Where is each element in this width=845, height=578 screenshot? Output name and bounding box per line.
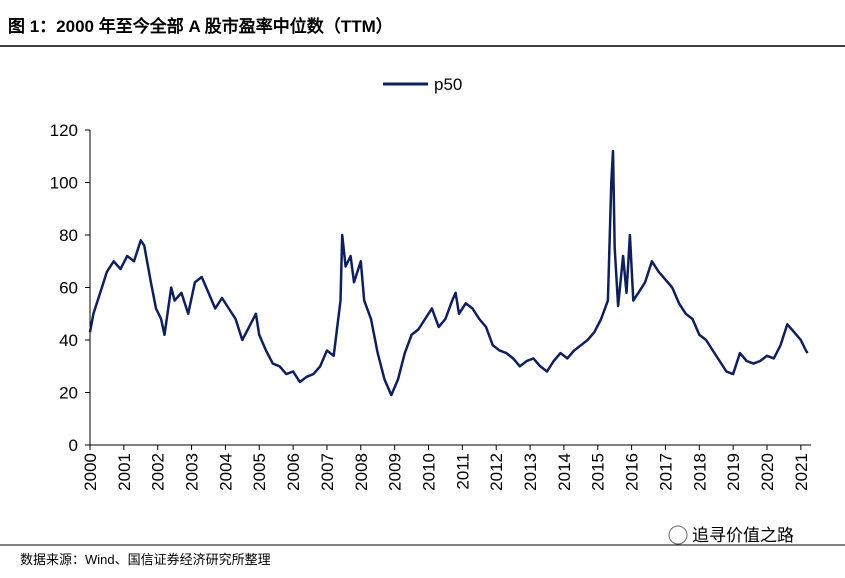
source: 数据来源：Wind、国信证券经济研究所整理 bbox=[20, 552, 271, 567]
watermark-icon bbox=[668, 525, 688, 545]
x-tick-label: 2020 bbox=[758, 453, 777, 491]
x-tick-label: 2003 bbox=[183, 453, 202, 491]
y-tick-label: 40 bbox=[59, 331, 78, 350]
watermark: 追寻价值之路 bbox=[692, 526, 794, 545]
y-tick-label: 80 bbox=[59, 226, 78, 245]
x-tick-label: 2001 bbox=[115, 453, 134, 491]
y-tick-label: 60 bbox=[59, 279, 78, 298]
x-tick-label: 2004 bbox=[216, 453, 235, 491]
x-tick-label: 2006 bbox=[284, 453, 303, 491]
x-tick-label: 2005 bbox=[250, 453, 269, 491]
x-tick-label: 2014 bbox=[555, 453, 574, 491]
y-tick-label: 20 bbox=[59, 384, 78, 403]
x-tick-label: 2015 bbox=[589, 453, 608, 491]
x-tick-label: 2016 bbox=[623, 453, 642, 491]
x-tick-label: 2013 bbox=[521, 453, 540, 491]
x-tick-label: 2018 bbox=[690, 453, 709, 491]
y-tick-label: 120 bbox=[50, 121, 78, 140]
x-tick-label: 2002 bbox=[149, 453, 168, 491]
x-tick-label: 2011 bbox=[453, 453, 472, 490]
data-line bbox=[88, 149, 809, 397]
chart-title: 图 1：2000 年至今全部 A 股市盈率中位数（TTM） bbox=[8, 16, 393, 36]
x-tick-label: 2000 bbox=[81, 453, 100, 491]
y-tick-label: 0 bbox=[69, 436, 78, 455]
x-tick-label: 2007 bbox=[318, 453, 337, 491]
x-tick-label: 2021 bbox=[792, 453, 811, 491]
x-tick-label: 2019 bbox=[724, 453, 743, 491]
legend-label: p50 bbox=[434, 75, 462, 94]
x-tick-label: 2009 bbox=[386, 453, 405, 491]
x-tick-label: 2008 bbox=[352, 453, 371, 491]
x-tick-label: 2010 bbox=[419, 453, 438, 491]
x-tick-label: 2012 bbox=[487, 453, 506, 491]
y-tick-label: 100 bbox=[50, 174, 78, 193]
x-tick-label: 2017 bbox=[656, 453, 675, 491]
